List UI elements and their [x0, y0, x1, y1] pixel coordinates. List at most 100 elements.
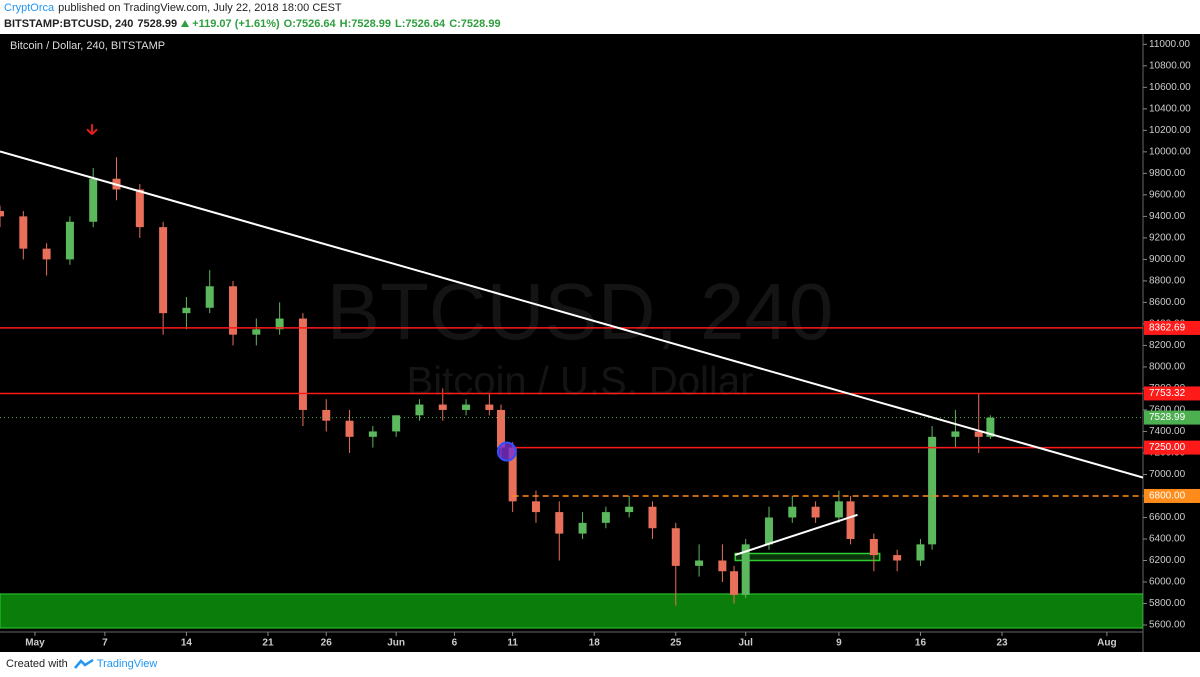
candle-body	[671, 528, 680, 566]
candle-body	[974, 431, 983, 437]
x-tick-label: 11	[507, 638, 518, 649]
x-tick-label: 18	[589, 638, 601, 649]
y-tick-label: 11000.00	[1149, 39, 1190, 50]
brand[interactable]: TradingView	[96, 658, 158, 670]
candle-body	[788, 506, 797, 518]
candle-body	[986, 417, 995, 437]
y-tick-label: 7000.00	[1149, 469, 1186, 480]
footer: Created with TradingView	[0, 652, 1200, 677]
x-tick-label: Aug	[1097, 638, 1116, 649]
candle-body	[834, 501, 843, 518]
header-row: BITSTAMP:BTCUSD, 240 7528.99 +119.07 (+1.…	[4, 16, 1200, 32]
y-tick-label: 8200.00	[1149, 340, 1186, 351]
candle-body	[415, 404, 424, 416]
candle-body	[438, 404, 447, 410]
candle-body	[869, 538, 878, 556]
candle-body	[695, 560, 704, 566]
price-tag	[1144, 488, 1200, 503]
candle-body	[951, 431, 960, 437]
candle-body	[741, 544, 750, 595]
candle-body	[89, 178, 98, 222]
header-row: CryptOrca published on TradingView.com, J…	[4, 0, 1200, 16]
price-tag-label: 7753.32	[1149, 388, 1186, 399]
candle-body	[625, 506, 634, 513]
publisher[interactable]: CryptOrca	[4, 2, 55, 14]
candle-body	[648, 506, 657, 529]
x-tick-label: 14	[181, 638, 193, 649]
legend: Bitcoin / Dollar, 240, BITSTAMP	[10, 40, 165, 52]
x-tick-label: May	[25, 638, 45, 649]
candle-body	[252, 329, 261, 335]
candle-body	[65, 221, 74, 260]
y-tick-label: 8600.00	[1149, 297, 1186, 308]
candle-body	[893, 555, 902, 561]
trend-line	[734, 513, 858, 556]
y-tick-label: 6600.00	[1149, 512, 1186, 523]
y-tick-label: 7600.00	[1149, 405, 1186, 416]
x-tick-label: Jul	[738, 638, 753, 649]
price-tag	[1144, 320, 1200, 335]
x-tick-label: 21	[262, 638, 274, 649]
y-tick-label: 10400.00	[1149, 103, 1191, 114]
price-tag	[1144, 440, 1200, 455]
price-tag-label: 8362.69	[1149, 323, 1186, 334]
candle-body	[928, 436, 937, 545]
y-tick-label: 7400.00	[1149, 426, 1186, 437]
price-tag	[1144, 386, 1200, 401]
y-tick-label: 6200.00	[1149, 555, 1186, 566]
x-tick-label: 16	[915, 638, 927, 649]
candle-body	[508, 447, 517, 502]
candle-body	[182, 307, 191, 314]
candle-body	[0, 211, 4, 217]
x-tick-label: 25	[670, 638, 682, 649]
candle-body	[345, 420, 354, 437]
y-tick-label: 9200.00	[1149, 233, 1186, 244]
candle-body	[578, 522, 587, 534]
ohlc: C:7528.99	[449, 18, 501, 30]
logo	[73, 659, 94, 669]
candle-body	[497, 409, 506, 448]
box	[734, 552, 881, 562]
candle-body	[229, 286, 238, 335]
x-tick-label: Jun	[387, 638, 405, 649]
x-tick-label: 23	[996, 638, 1008, 649]
ohlc: L:7526.64	[395, 18, 446, 30]
candle-body	[730, 571, 739, 595]
candle-body	[462, 404, 471, 410]
y-tick-label: 10200.00	[1149, 125, 1191, 136]
candle-body	[275, 318, 284, 330]
candle-body	[916, 544, 925, 561]
candle-body	[42, 248, 51, 260]
y-tick-label: 5800.00	[1149, 598, 1186, 609]
ohlc: O:7526.64	[283, 18, 336, 30]
price-tag-label: 7250.00	[1149, 442, 1186, 453]
created: Created with	[6, 658, 68, 670]
candle-body	[368, 431, 377, 437]
candle-body	[531, 501, 540, 513]
y-tick-label: 10600.00	[1149, 82, 1191, 93]
candle-body	[555, 512, 564, 534]
price-tag-label: 7528.99	[1149, 412, 1186, 423]
candle-body	[846, 501, 855, 539]
y-tick-label: 8000.00	[1149, 362, 1186, 373]
candle-body	[205, 286, 214, 308]
x-tick-label: 9	[836, 638, 842, 649]
y-tick-label: 10800.00	[1149, 60, 1191, 71]
watermark: BTCUSD, 240	[327, 267, 834, 356]
candle-body	[322, 409, 331, 421]
ohlc: H:7528.99	[339, 18, 392, 30]
candle-body	[159, 227, 168, 314]
marker	[496, 441, 517, 462]
y-tick-label: 10000.00	[1149, 146, 1191, 157]
symbol: BITSTAMP:BTCUSD, 240	[4, 18, 134, 30]
candle-body	[135, 189, 144, 228]
candle-body	[601, 512, 610, 523]
candle-body	[811, 506, 820, 518]
candle-body	[485, 404, 494, 410]
candle-body	[298, 318, 307, 410]
x-tick-label: 6	[452, 638, 458, 649]
y-tick-label: 5600.00	[1149, 620, 1186, 631]
y-tick-label: 6000.00	[1149, 577, 1186, 588]
